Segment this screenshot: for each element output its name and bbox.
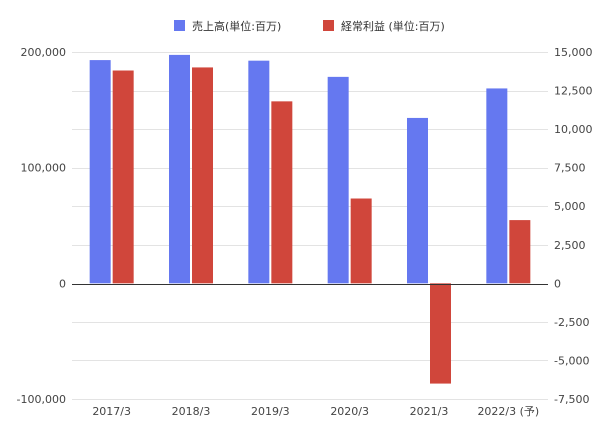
bar-ordinary-profit xyxy=(509,220,531,284)
bars-group xyxy=(89,54,531,384)
bar-ordinary-profit xyxy=(192,67,213,284)
left-axis: -100,000 0 100,000 200,000 xyxy=(17,46,66,406)
left-axis-tick-label: 0 xyxy=(59,277,66,290)
bar-ordinary-profit xyxy=(112,70,134,284)
bar-sales xyxy=(486,88,508,284)
right-axis-tick-label: 10,000 xyxy=(554,123,593,136)
bar-ordinary-profit xyxy=(350,198,372,284)
bar-ordinary-profit xyxy=(430,283,451,384)
right-axis: -7,500 -5,000 -2,500 0 2,500 5,000 7,500 10,000… xyxy=(554,46,593,406)
left-axis-tick-label: 200,000 xyxy=(21,46,67,59)
right-axis-tick-label: 7,500 xyxy=(554,162,586,175)
left-axis-tick-label: -100,000 xyxy=(17,393,66,406)
right-axis-tick-label: 5,000 xyxy=(554,200,586,213)
right-axis-tick-label: 12,500 xyxy=(554,85,593,98)
bar-sales xyxy=(169,54,190,284)
right-axis-tick-label: -7,500 xyxy=(554,393,589,406)
x-axis-tick-label: 2021/3 xyxy=(410,405,449,418)
x-axis-tick-label: 2022/3 (予) xyxy=(477,405,539,418)
bar-sales xyxy=(327,76,349,284)
right-axis-tick-label: 0 xyxy=(554,277,561,290)
legend-swatch xyxy=(323,20,334,31)
right-axis-tick-label: 15,000 xyxy=(554,46,593,59)
legend-label: 売上高(単位:百万) xyxy=(192,19,281,33)
x-axis-tick-label: 2020/3 xyxy=(330,405,369,418)
x-axis-tick-label: 2019/3 xyxy=(251,405,290,418)
bar-ordinary-profit xyxy=(271,101,293,284)
right-axis-tick-label: 2,500 xyxy=(554,239,586,252)
bar-sales xyxy=(89,60,111,284)
x-axis: 2017/3 2018/3 2019/3 2020/3 2021/3 2022/3 (予) xyxy=(92,405,539,418)
bar-sales xyxy=(407,117,428,284)
chart-legend: 売上高(単位:百万) 経常利益 (単位:百万) xyxy=(174,19,445,33)
right-axis-tick-label: -5,000 xyxy=(554,354,589,367)
legend-label: 経常利益 (単位:百万) xyxy=(341,19,445,33)
grid-lines xyxy=(72,52,548,400)
legend-swatch xyxy=(174,20,185,31)
right-axis-tick-label: -2,500 xyxy=(554,316,589,329)
left-axis-tick-label: 100,000 xyxy=(21,162,67,175)
x-axis-tick-label: 2018/3 xyxy=(172,405,211,418)
bar-sales xyxy=(248,60,270,284)
x-axis-tick-label: 2017/3 xyxy=(92,405,131,418)
